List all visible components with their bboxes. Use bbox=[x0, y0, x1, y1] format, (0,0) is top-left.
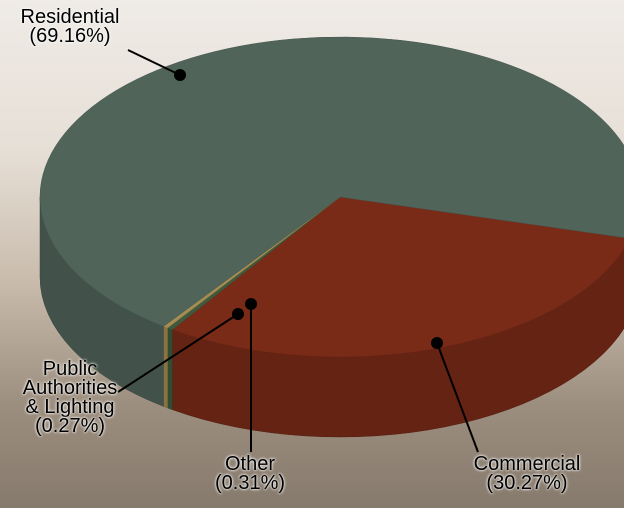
pie-tops bbox=[39, 36, 624, 358]
slice-top bbox=[39, 36, 624, 327]
slice-label: Other (0.31%) bbox=[200, 453, 300, 494]
slice-top bbox=[171, 196, 624, 358]
slice-label: Public Authorities & Lighting (0.27%) bbox=[20, 358, 120, 437]
value-label: (69.16%) bbox=[29, 25, 111, 47]
value-label: (0.27%) bbox=[34, 415, 106, 437]
leader-line bbox=[117, 313, 239, 393]
category-label: Other bbox=[224, 453, 276, 475]
slice-side bbox=[163, 325, 168, 409]
category-label: Residential bbox=[20, 6, 120, 28]
pie-sides bbox=[39, 196, 624, 438]
leader-line bbox=[436, 342, 479, 453]
leader-dot bbox=[245, 298, 257, 310]
leader-line bbox=[127, 49, 181, 76]
category-label: Commercial bbox=[473, 453, 581, 475]
category-label: Public Authorities & Lighting bbox=[22, 358, 118, 418]
leader-dot bbox=[232, 308, 244, 320]
value-label: (30.27%) bbox=[486, 472, 568, 494]
leader-dot bbox=[174, 69, 186, 81]
slice-side bbox=[167, 327, 173, 411]
slice-label: Residential (69.16%) bbox=[10, 6, 130, 47]
slice-label: Commercial (30.27%) bbox=[462, 453, 592, 494]
leader-dot bbox=[431, 337, 443, 349]
value-label: (0.31%) bbox=[214, 472, 286, 494]
